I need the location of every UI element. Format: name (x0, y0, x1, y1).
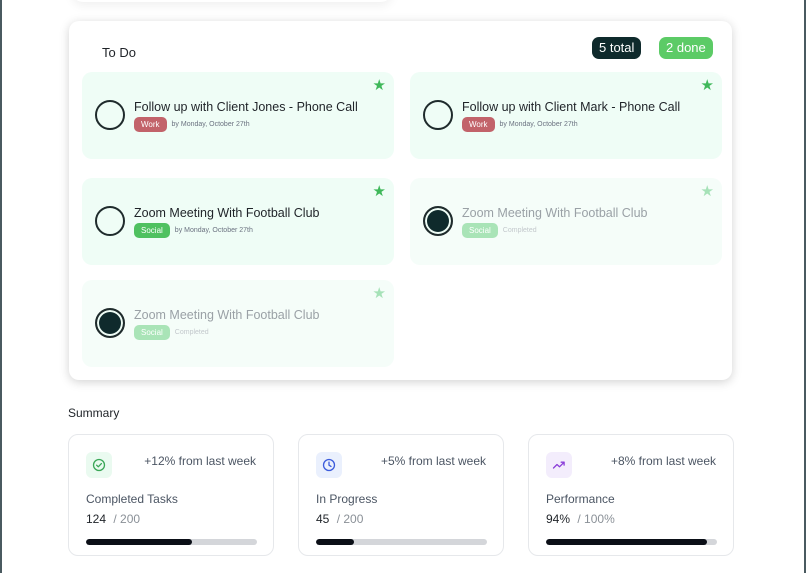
task-meta: Work by Monday, October 27th (134, 117, 250, 132)
task-checkbox[interactable] (95, 100, 125, 130)
task-title: Zoom Meeting With Football Club (134, 308, 320, 322)
task-tag: Work (462, 117, 495, 132)
stat-label: In Progress (316, 492, 378, 506)
stat-card-in-progress: +5% from last week In Progress 45 / 200 (298, 434, 504, 556)
todo-card: To Do 5 total 2 done Follow up with Clie… (69, 21, 732, 380)
stat-value: 45 (316, 512, 330, 526)
task-title: Follow up with Client Mark - Phone Call (462, 100, 681, 114)
progress-bar (86, 539, 257, 545)
stat-total: / 200 (336, 512, 364, 526)
task-tag: Work (134, 117, 167, 132)
task-checkbox-checked[interactable] (423, 206, 453, 236)
star-icon[interactable]: ★ (700, 183, 714, 200)
stat-card-performance: +8% from last week Performance 94% / 100… (528, 434, 734, 556)
stat-total: / 100% (577, 512, 615, 526)
stat-value-row: 45 / 200 (316, 512, 363, 526)
task-title: Zoom Meeting With Football Club (462, 206, 648, 220)
stat-change: +8% from last week (610, 454, 716, 468)
star-icon[interactable]: ★ (372, 77, 386, 94)
progress-fill (316, 539, 355, 545)
progress-bar (316, 539, 487, 545)
stat-label: Completed Tasks (86, 492, 178, 506)
progress-fill (86, 539, 193, 545)
task-tag: Social (134, 223, 170, 238)
task-status: Completed (174, 329, 209, 336)
progress-bar (546, 539, 717, 545)
task-title: Zoom Meeting With Football Club (134, 206, 320, 220)
stat-card-completed: +12% from last week Completed Tasks 124 … (68, 434, 274, 556)
stat-value-row: 94% / 100% (546, 512, 615, 526)
task-item[interactable]: Follow up with Client Mark - Phone Call … (410, 72, 722, 159)
task-item[interactable]: Follow up with Client Jones - Phone Call… (82, 72, 394, 159)
check-circle-icon (86, 452, 112, 478)
clock-icon (316, 452, 342, 478)
task-meta: Social Completed (134, 325, 209, 340)
stat-total: / 200 (113, 512, 141, 526)
task-due: by Monday, October 27th (174, 227, 253, 234)
task-tag: Social (462, 223, 498, 238)
star-icon[interactable]: ★ (372, 183, 386, 200)
task-status: Completed (502, 227, 537, 234)
star-icon[interactable]: ★ (372, 285, 386, 302)
done-count-badge: 2 done (659, 37, 713, 59)
task-checkbox[interactable] (95, 206, 125, 236)
task-item-completed[interactable]: Zoom Meeting With Football Club Social C… (410, 178, 722, 265)
task-title: Follow up with Client Jones - Phone Call (134, 100, 358, 114)
task-due: by Monday, October 27th (499, 121, 578, 128)
progress-fill (546, 539, 707, 545)
task-meta: Work by Monday, October 27th (462, 117, 578, 132)
stat-change: +12% from last week (144, 454, 256, 468)
stat-change: +5% from last week (380, 454, 486, 468)
task-checkbox[interactable] (423, 100, 453, 130)
star-icon[interactable]: ★ (700, 77, 714, 94)
stat-value-row: 124 / 200 (86, 512, 140, 526)
stat-value: 124 (86, 512, 107, 526)
trending-up-icon (546, 452, 572, 478)
task-checkbox-checked[interactable] (95, 308, 125, 338)
stat-label: Performance (546, 492, 615, 506)
stat-value: 94% (546, 512, 571, 526)
previous-card-edge (72, 0, 392, 2)
total-count-badge: 5 total (592, 37, 642, 59)
task-item[interactable]: Zoom Meeting With Football Club Social b… (82, 178, 394, 265)
summary-heading: Summary (68, 406, 120, 420)
todo-title: To Do (102, 45, 136, 60)
task-tag: Social (134, 325, 170, 340)
task-meta: Social by Monday, October 27th (134, 223, 253, 238)
task-item-completed[interactable]: Zoom Meeting With Football Club Social C… (82, 280, 394, 367)
task-meta: Social Completed (462, 223, 537, 238)
task-due: by Monday, October 27th (171, 121, 250, 128)
